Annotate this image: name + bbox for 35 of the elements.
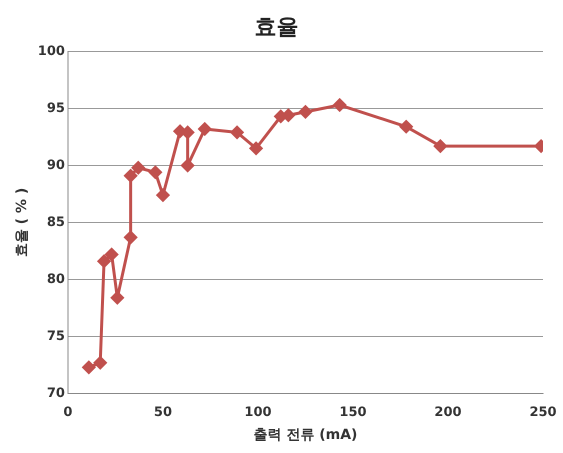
point xyxy=(124,169,138,182)
x-axis-title: 출력 전류 (mA) xyxy=(253,427,358,444)
chart-title: 효율 xyxy=(254,14,298,40)
y-tick-label: 80 xyxy=(46,272,65,287)
x-tick-label: 150 xyxy=(339,404,367,420)
y-tick-label: 85 xyxy=(46,214,65,230)
point xyxy=(105,248,118,261)
x-tick-label: 250 xyxy=(529,404,557,420)
point xyxy=(250,142,263,155)
point xyxy=(230,126,244,139)
point xyxy=(434,140,447,153)
y-axis-title: 효율 ( % ) xyxy=(14,188,30,258)
point xyxy=(333,98,346,112)
point xyxy=(124,230,138,244)
point xyxy=(110,291,124,304)
point xyxy=(156,188,170,202)
point xyxy=(148,166,162,179)
x-tick-label: 200 xyxy=(434,404,462,420)
x-tick-label: 50 xyxy=(154,404,172,420)
point xyxy=(82,360,96,374)
y-tick-label: 100 xyxy=(38,44,65,59)
point xyxy=(400,120,413,134)
y-tick-label: 75 xyxy=(46,328,65,344)
y-tick-label: 90 xyxy=(46,158,65,173)
x-tick-label: 0 xyxy=(63,404,72,420)
y-tick-label: 95 xyxy=(46,100,65,116)
point xyxy=(98,254,111,268)
point xyxy=(298,105,312,118)
point xyxy=(181,158,194,172)
y-tick-label: 70 xyxy=(46,386,65,401)
point xyxy=(198,122,212,136)
point xyxy=(132,161,145,174)
point xyxy=(94,356,107,370)
point xyxy=(181,126,194,139)
x-tick-label: 100 xyxy=(244,404,272,420)
